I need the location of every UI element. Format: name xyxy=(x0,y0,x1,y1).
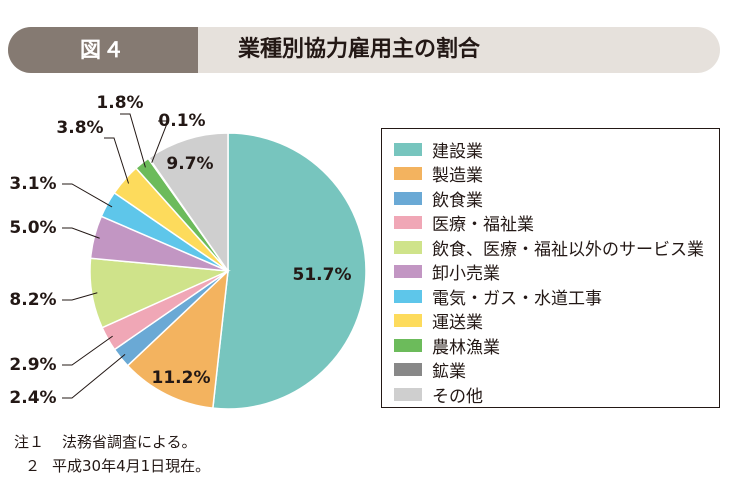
legend-label: 鉱業 xyxy=(432,362,466,383)
data-label-4: 2.9% xyxy=(9,355,56,375)
leader-line-6 xyxy=(62,227,100,239)
legend-label: 飲食、医療・福祉以外のサービス業 xyxy=(432,239,704,260)
legend-swatch xyxy=(394,387,422,401)
legend-item-11: その他 xyxy=(394,382,719,407)
legend-swatch xyxy=(394,363,422,377)
figure-banner: 図４ 業種別協力雇用主の割合 xyxy=(8,27,720,73)
data-label-1: 51.7% xyxy=(293,265,352,285)
legend-item-3: 飲食業 xyxy=(394,186,719,211)
leader-line-3 xyxy=(62,354,126,399)
data-label-5: 8.2% xyxy=(9,290,56,310)
figure-label: 図４ xyxy=(80,38,126,62)
legend-label: 製造業 xyxy=(432,166,483,187)
legend-swatch xyxy=(394,338,422,352)
legend-swatch xyxy=(394,240,422,254)
leader-line-10 xyxy=(151,120,169,163)
legend-label: 飲食業 xyxy=(432,190,483,211)
slice-その他 xyxy=(147,132,229,274)
legend-item-9: 農林漁業 xyxy=(394,333,719,358)
note-2-text: 平成30年4月1日現在。 xyxy=(52,457,211,475)
chart-title: 業種別協力雇用主の割合 xyxy=(238,37,481,62)
legend-swatch xyxy=(394,216,422,230)
legend-swatch xyxy=(394,265,422,279)
legend-label: 農林漁業 xyxy=(432,337,500,358)
data-label-2: 11.2% xyxy=(152,368,211,388)
data-label-9: 1.8% xyxy=(96,93,143,113)
legend-label: 卸小売業 xyxy=(432,264,500,285)
figure-label-box xyxy=(8,27,198,73)
legend-item-2: 製造業 xyxy=(394,162,719,187)
leader-line-7 xyxy=(62,183,113,208)
data-label-7: 3.1% xyxy=(9,174,56,194)
leader-line-4 xyxy=(62,335,113,366)
slice-建設業 xyxy=(212,132,367,410)
legend-swatch xyxy=(394,289,422,303)
legend-label: 電気・ガス・水道工事 xyxy=(432,288,602,309)
legend-item-6: 卸小売業 xyxy=(394,260,719,285)
legend-swatch xyxy=(394,191,422,205)
note-2: ２ 平成30年4月1日現在。 xyxy=(14,454,210,478)
legend-label: その他 xyxy=(432,386,483,407)
legend-item-10: 鉱業 xyxy=(394,358,719,383)
slice-製造業 xyxy=(126,269,229,409)
data-label-8: 3.8% xyxy=(56,118,103,138)
data-label-10: 0.1% xyxy=(158,111,205,131)
legend-swatch xyxy=(394,142,422,156)
note-1-mark: 注１ xyxy=(14,433,45,451)
legend-item-1: 建設業 xyxy=(394,137,719,162)
note-2-mark: ２ xyxy=(24,457,40,475)
data-label-11: 9.7% xyxy=(166,154,213,174)
notes: 注１ 法務省調査による。 ２ 平成30年4月1日現在。 xyxy=(14,430,210,478)
legend-swatch xyxy=(394,314,422,328)
data-label-3: 2.4% xyxy=(9,388,56,408)
leader-line-9 xyxy=(120,113,146,168)
legend: 建設業製造業飲食業医療・福祉業飲食、医療・福祉以外のサービス業 卸小売業電気・ガス… xyxy=(381,128,720,408)
legend-item-4: 医療・福祉業 xyxy=(394,211,719,236)
legend-item-7: 電気・ガス・水道工事 xyxy=(394,284,719,309)
data-label-6: 5.0% xyxy=(9,218,56,238)
legend-label: 建設業 xyxy=(432,141,483,162)
legend-label: 医療・福祉業 xyxy=(432,215,534,236)
legend-item-8: 運送業 xyxy=(394,309,719,334)
leader-line-5 xyxy=(62,292,98,301)
legend-label: 運送業 xyxy=(432,313,483,334)
note-1: 注１ 法務省調査による。 xyxy=(14,430,210,454)
legend-swatch xyxy=(394,167,422,181)
note-1-text: 法務省調査による。 xyxy=(62,433,197,451)
legend-item-5: 飲食、医療・福祉以外のサービス業 xyxy=(394,235,719,260)
leader-line-8 xyxy=(104,137,130,184)
